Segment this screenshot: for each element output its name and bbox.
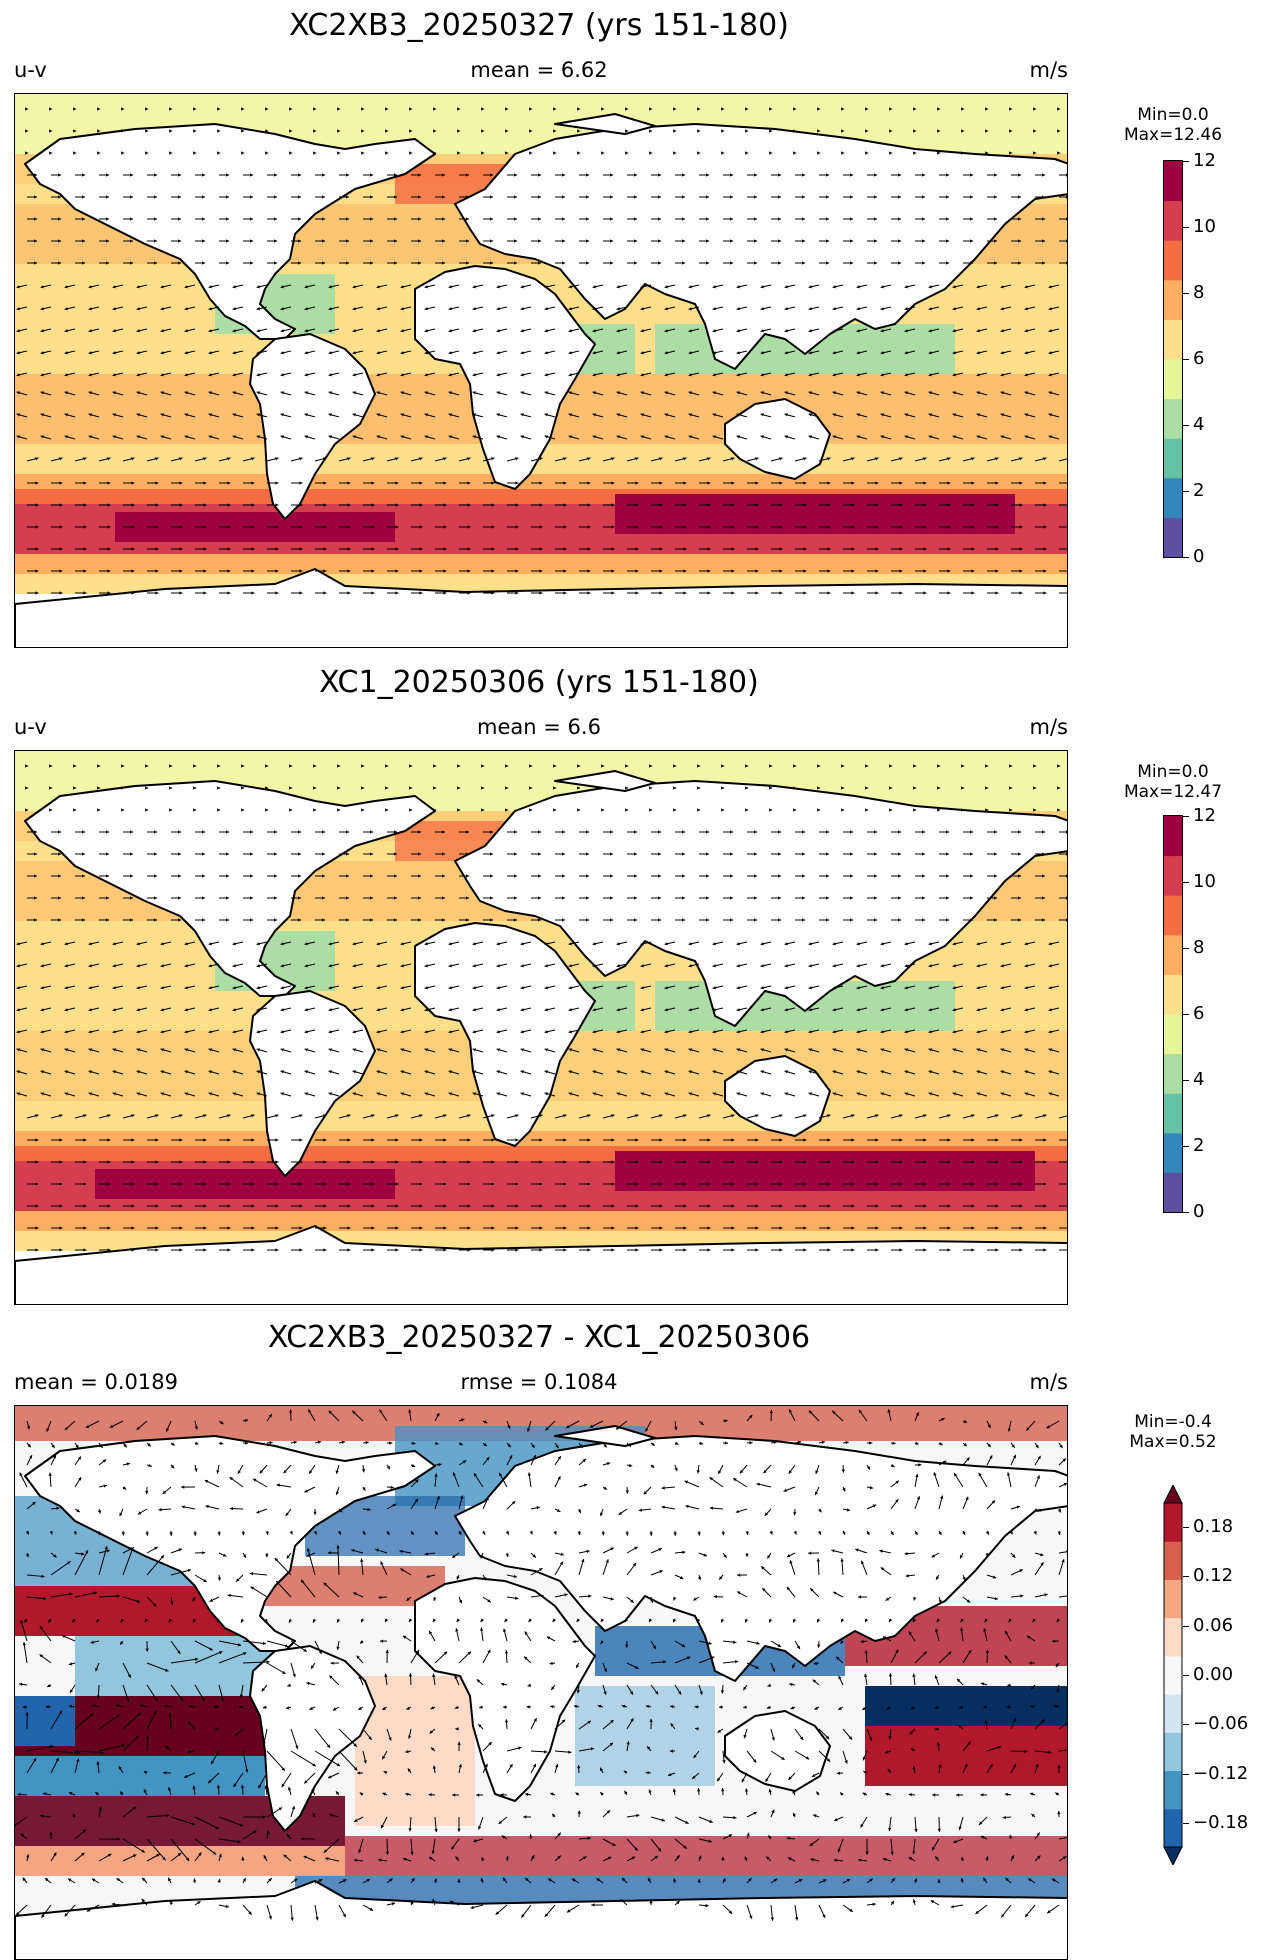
panel-3-rmse-label: rmse = 0.1084 xyxy=(0,1370,1078,1394)
wind-vector-head xyxy=(1066,896,1068,899)
colorbar-tick-mark xyxy=(1183,359,1189,360)
colorbar-tick-label: 12 xyxy=(1193,807,1216,825)
panel-3-map xyxy=(14,1405,1068,1960)
wind-vector-head xyxy=(1067,547,1068,550)
colorbar-tick-label: 2 xyxy=(1193,1137,1204,1155)
wind-vector-head xyxy=(1067,1248,1068,1251)
colorbar-swatch xyxy=(1164,161,1182,201)
panel-2-map xyxy=(14,750,1068,1305)
panel-1-map-canvas xyxy=(15,94,1068,648)
panel-2-colorbar xyxy=(1163,815,1183,1213)
colorbar-swatch xyxy=(1164,1093,1182,1133)
colorbar-swatch xyxy=(1164,935,1182,975)
panel-2-title: XC1_20250306 (yrs 151-180) xyxy=(0,665,1078,700)
wind-vector-head xyxy=(1067,1182,1068,1185)
colorbar-swatch xyxy=(1164,1133,1182,1173)
colorbar-tick-label: 8 xyxy=(1193,939,1204,957)
colorbar-tick-label: 8 xyxy=(1193,284,1204,302)
wind-vector-head xyxy=(1066,918,1068,921)
wind-vector-head xyxy=(1067,1204,1068,1207)
colorbar-tick-mark xyxy=(1183,1146,1189,1147)
wind-vector-head xyxy=(1067,1138,1068,1141)
wind-vector-head xyxy=(1066,874,1068,877)
panel-1-colorbar-swatches xyxy=(1164,161,1182,557)
colorbar-swatch xyxy=(1164,856,1182,896)
wind-vector-head xyxy=(1066,173,1068,176)
panel-2-colorbar-swatches xyxy=(1164,816,1182,1212)
colorbar-tick-mark xyxy=(1183,882,1189,883)
panel-2-colorbar-max: Max=12.47 xyxy=(1098,782,1248,802)
colorbar-tick-mark xyxy=(1183,1014,1189,1015)
colorbar-tick-label: 6 xyxy=(1193,350,1204,368)
wind-vector-head xyxy=(1067,457,1068,460)
panel-2-map-canvas xyxy=(15,751,1068,1305)
colorbar-tick-mark xyxy=(1183,816,1189,817)
colorbar-tick-label: 4 xyxy=(1193,416,1204,434)
panel-3-units-label: m/s xyxy=(1030,1370,1068,1394)
colorbar-swatch xyxy=(1164,974,1182,1014)
wind-vector-head xyxy=(1066,830,1068,833)
wind-vector-head xyxy=(1067,1226,1068,1229)
colorbar-swatch xyxy=(1164,438,1182,478)
panel-1-units-label: m/s xyxy=(1030,58,1068,82)
panel-1-mean-label: mean = 6.62 xyxy=(0,58,1078,82)
colorbar-tick-mark xyxy=(1183,425,1189,426)
panel-1-colorbar-min: Min=0.0 xyxy=(1098,105,1248,125)
wind-vector-head xyxy=(1067,481,1068,484)
colorbar-tick-label: 12 xyxy=(1193,152,1216,170)
colorbar-tick-mark xyxy=(1183,293,1189,294)
wind-vector-head xyxy=(1066,239,1068,242)
panel-1-map xyxy=(14,93,1068,648)
wind-vector-head xyxy=(1067,503,1068,506)
colorbar-swatch xyxy=(1164,319,1182,359)
colorbar-swatch xyxy=(1164,1054,1182,1094)
panel-3-map-canvas xyxy=(15,1406,1068,1960)
colorbar-tick-mark xyxy=(1183,227,1189,228)
panel-2-units-label: m/s xyxy=(1030,715,1068,739)
panel-1-title: XC2XB3_20250327 (yrs 151-180) xyxy=(0,8,1078,43)
colorbar-swatch xyxy=(1164,1172,1182,1212)
wind-vector-head xyxy=(1067,1114,1068,1117)
colorbar-swatch xyxy=(1164,816,1182,856)
colorbar-tick-mark xyxy=(1183,491,1189,492)
wind-vector-head xyxy=(1067,591,1068,594)
colorbar-swatch xyxy=(1164,1014,1182,1054)
colorbar-swatch xyxy=(1164,240,1182,280)
wind-vector-head xyxy=(1067,1160,1068,1163)
wind-vector-head xyxy=(1067,569,1068,572)
colorbar-swatch xyxy=(1164,895,1182,935)
panel-1-colorbar xyxy=(1163,160,1183,558)
colorbar-swatch xyxy=(1164,359,1182,399)
wind-vector-head xyxy=(1066,195,1068,198)
wind-vector-head xyxy=(1066,261,1068,264)
wind-vector-head xyxy=(1067,525,1068,528)
panel-2-mean-label: mean = 6.6 xyxy=(0,715,1078,739)
colorbar-swatch xyxy=(1164,201,1182,241)
colorbar-tick-label: 10 xyxy=(1193,873,1216,891)
colorbar-tick-mark xyxy=(1183,948,1189,949)
wind-vector-head xyxy=(1066,217,1068,220)
panel-3-title: XC2XB3_20250327 - XC1_20250306 xyxy=(0,1320,1078,1355)
colorbar-swatch xyxy=(1164,280,1182,320)
colorbar-tick-label: 4 xyxy=(1193,1071,1204,1089)
colorbar-tick-label: 0 xyxy=(1193,1203,1204,1221)
wind-vector-head xyxy=(1066,852,1068,855)
colorbar-tick-label: 6 xyxy=(1193,1005,1204,1023)
colorbar-tick-label: 10 xyxy=(1193,218,1216,236)
panel-2-colorbar-min: Min=0.0 xyxy=(1098,762,1248,782)
colorbar-tick-mark xyxy=(1183,557,1189,558)
colorbar-tick-mark xyxy=(1183,1080,1189,1081)
colorbar-tick-mark xyxy=(1183,161,1189,162)
colorbar-swatch xyxy=(1164,478,1182,518)
panel-1-colorbar-max: Max=12.46 xyxy=(1098,125,1248,145)
colorbar-tick-mark xyxy=(1183,1212,1189,1213)
colorbar-tick-label: 0 xyxy=(1193,548,1204,566)
colorbar-swatch xyxy=(1164,517,1182,557)
colorbar-tick-label: 2 xyxy=(1193,482,1204,500)
colorbar-swatch xyxy=(1164,399,1182,439)
